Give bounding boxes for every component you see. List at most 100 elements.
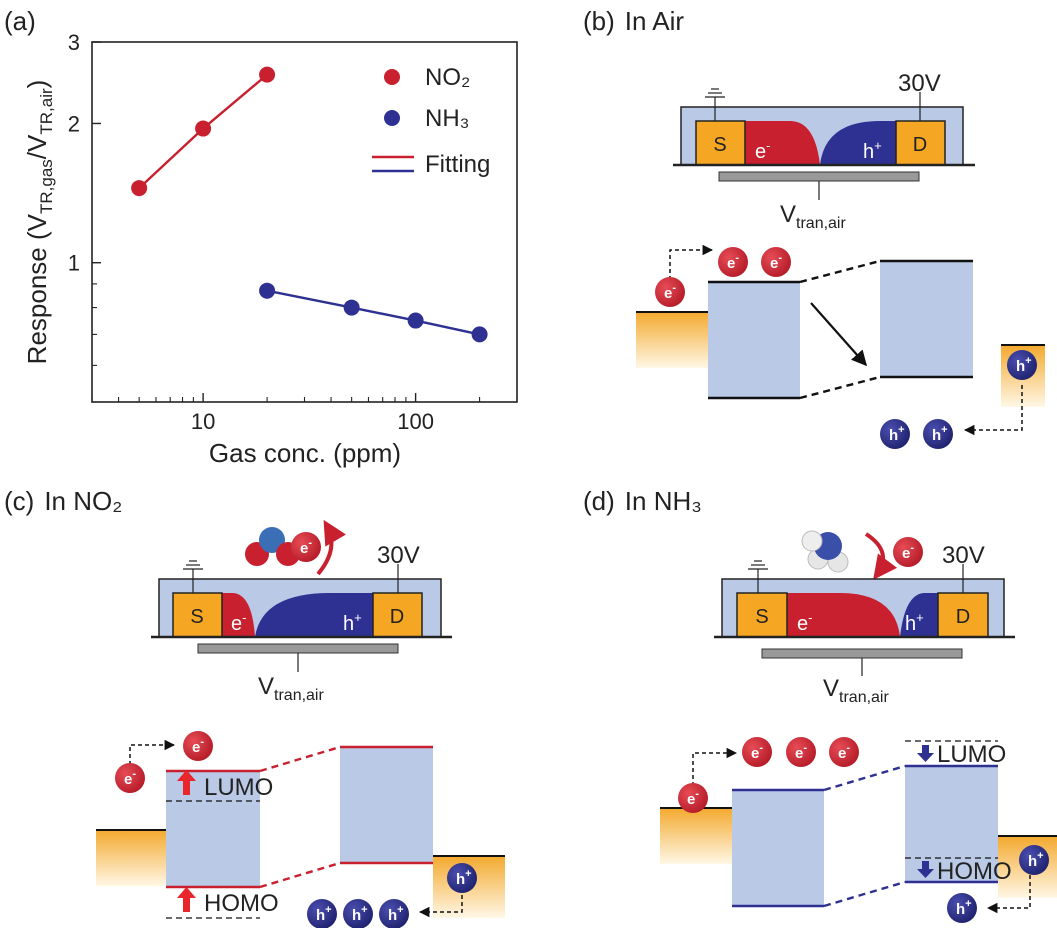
band-right (880, 261, 973, 377)
chart-legend: NO₂ NH₃ Fitting (372, 64, 490, 178)
hole-ball: h+ (343, 899, 373, 928)
homo-bend (259, 861, 341, 889)
band-right (340, 747, 433, 863)
inject-arrow-e (129, 739, 176, 765)
svg-text:h+: h+ (889, 424, 905, 444)
electron-ball: e- (291, 532, 321, 562)
transfer-arrow (810, 302, 868, 367)
drain-voltage: 30V (942, 542, 985, 569)
electron-ball: e- (742, 737, 772, 767)
band-right (905, 766, 998, 882)
drain-contact (372, 592, 423, 638)
device-nh3: S D e- h+ 30V Vtran,air (714, 542, 1015, 706)
legend-label-fitting: Fitting (425, 151, 490, 178)
down-arrow-icon (917, 745, 934, 762)
svg-text:h+: h+ (1016, 355, 1032, 375)
electron-ball: e- (786, 737, 816, 767)
svg-text:h+: h+ (316, 904, 332, 924)
device-no2: S D e- h+ 30V Vtran,air (151, 542, 452, 704)
svg-text:h+: h+ (388, 904, 404, 924)
svg-text:h+: h+ (1028, 850, 1044, 870)
gate-electrode (761, 648, 963, 659)
data-point-series-0 (195, 120, 212, 137)
homo-bend (823, 880, 906, 908)
hole-ball: h+ (923, 419, 953, 449)
hole-region (900, 593, 938, 637)
band-left (732, 790, 824, 906)
hole-region (255, 593, 373, 637)
hole-label: h+ (863, 138, 882, 163)
svg-text:e-: e- (838, 742, 850, 762)
svg-text:e-: e- (300, 537, 312, 557)
vtran-label: Vtran,air (780, 201, 846, 232)
homo-bend (799, 375, 881, 400)
legend-label-no2: NO₂ (425, 64, 470, 91)
curved-arrow-nh3 (864, 532, 898, 580)
hole-ball: h+ (379, 899, 409, 928)
data-point-series-1 (259, 282, 276, 299)
panel-d: (d) In NH₃ S D e- h+ 30V (583, 486, 1057, 914)
lumo-bend (799, 259, 881, 284)
svg-text:h+: h+ (352, 904, 368, 924)
svg-text:h+: h+ (456, 868, 472, 888)
x-tick-label: 100 (397, 409, 434, 434)
panel-c: (c) In NO₂ S D e- h+ 30V V (4, 486, 505, 919)
hole-ball: h+ (880, 419, 910, 449)
gate-electrode (718, 171, 920, 182)
lumo-bend (259, 745, 341, 773)
band-diagram-air (636, 244, 1045, 436)
homo-label: HOMO (204, 890, 279, 917)
plot-frame (91, 41, 518, 403)
svg-text:e-: e- (192, 736, 204, 756)
inject-arrow-h (963, 385, 1023, 436)
hole-ball: h+ (447, 863, 477, 893)
svg-text:e-: e- (687, 788, 699, 808)
panel-b: (b) In Air S D e- h+ 30V Vtran,air (583, 6, 1045, 436)
curved-arrow-no2 (316, 519, 347, 576)
source-contact (172, 592, 223, 638)
y-tick-label: 3 (68, 30, 80, 55)
drain-contact (895, 120, 946, 166)
hole-ball: h+ (947, 893, 977, 923)
legend-label-nh3: NH₃ (425, 105, 469, 132)
electron-label: e- (755, 138, 770, 163)
svg-text:e-: e- (795, 742, 807, 762)
lumo-label: LUMO (204, 774, 273, 801)
electron-ball: e- (718, 247, 748, 277)
chart-ticks: 10 100 1 2 3 (68, 30, 518, 434)
panel-c-label: (c) In NO₂ (4, 486, 122, 516)
svg-text:e-: e- (124, 768, 136, 788)
fermi-left (96, 830, 166, 886)
lumo-bend (823, 764, 906, 792)
data-point-series-1 (343, 299, 360, 316)
drain-voltage: 30V (377, 542, 420, 569)
svg-text:h+: h+ (956, 898, 972, 918)
hole-label: h+ (343, 610, 362, 635)
electron-label: e- (231, 610, 246, 635)
fit-line-series-1 (266, 289, 480, 336)
drain-label: D (390, 606, 404, 628)
inject-arrow-h (418, 895, 463, 918)
hole-ball: h+ (1019, 845, 1049, 875)
band-diagram-no2: LUMO HOMO (96, 739, 505, 919)
svg-text:e-: e- (902, 542, 914, 562)
source-label: S (713, 134, 726, 156)
fermi-left (636, 312, 708, 368)
vtran-label: Vtran,air (258, 673, 324, 704)
electron-region (222, 593, 255, 637)
drain-label: D (956, 606, 970, 628)
data-point-series-1 (407, 312, 424, 329)
band-left (166, 771, 260, 887)
y-tick-label: 2 (68, 111, 80, 136)
electron-ball: e- (655, 277, 685, 307)
panel-a-label: (a) (4, 6, 36, 36)
hole-ball: h+ (307, 899, 337, 928)
electron-ball: e- (829, 737, 859, 767)
hole-region (820, 121, 896, 165)
vtran-label: Vtran,air (823, 675, 889, 706)
nh3-molecule-icon (801, 530, 849, 573)
electron-ball: e- (678, 783, 708, 813)
band-diagram-nh3: LUMO HOMO (660, 740, 1057, 914)
data-point-series-1 (471, 326, 488, 343)
